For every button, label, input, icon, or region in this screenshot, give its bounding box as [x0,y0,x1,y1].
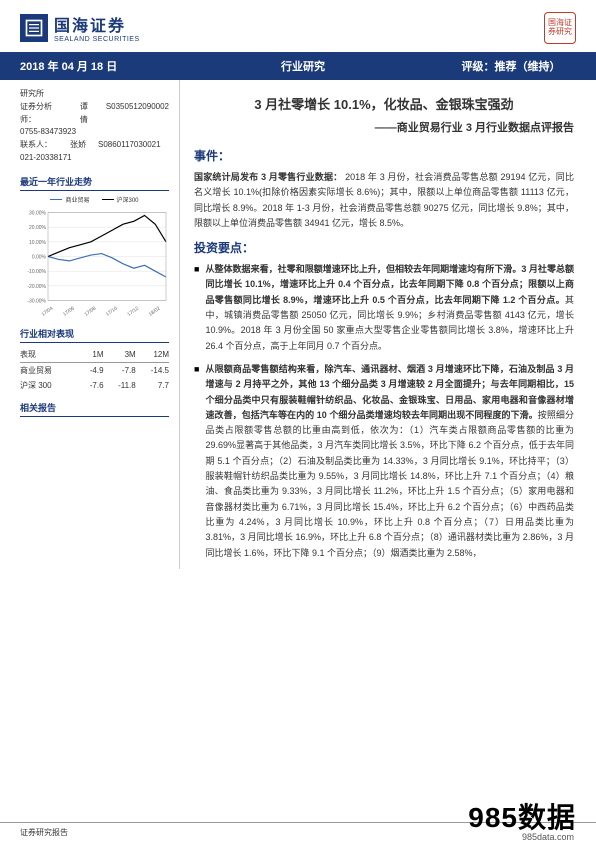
table-header: 表现 [20,347,78,363]
related-section-title: 相关报告 [20,401,169,417]
logo-icon [20,14,48,42]
table-row: 沪深 300-7.6-11.87.7 [20,378,169,393]
contact-code: S0860117030021 [98,139,161,152]
svg-text:10.00%: 10.00% [29,240,47,246]
analyst-name: 谭倩 [80,101,94,127]
svg-text:17/08: 17/08 [83,305,97,317]
event-body: 国家统计局发布 3 月零售行业数据： 2018 年 3 月份，社会消费品零售总额… [194,170,574,231]
table-header: 12M [136,347,169,363]
info-bar: 2018 年 04 月 18 日 行业研究 评级：推荐（维持） [0,52,596,80]
table-cell: -14.5 [136,362,169,378]
table-header: 3M [104,347,136,363]
table-header: 1M [78,347,103,363]
svg-text:17/10: 17/10 [105,305,119,317]
analyst-label: 证券分析师： [20,101,62,127]
table-cell: 沪深 300 [20,378,78,393]
main-content: 3 月社零增长 10.1%，化妆品、金银珠宝强劲 ——商业贸易行业 3 月行业数… [180,80,596,569]
svg-text:-10.00%: -10.00% [27,269,46,275]
contact-name: 张娇 [70,139,86,152]
perf-section-title: 行业相对表现 [20,327,169,343]
footer-left: 证券研究报告 [20,827,68,838]
report-date: 2018 年 04 月 18 日 [0,58,180,74]
event-lead: 国家统计局发布 3 月零售行业数据： [194,172,342,182]
bullet-bold: 从整体数据来看，社零和限额增速环比上升，但相较去年同期增速均有所下滑。3 月社零… [205,264,574,305]
legend-label: 商业贸易 [65,195,89,204]
table-cell: -11.8 [104,378,136,393]
legend-item: 沪深300 [102,195,139,204]
logo-block: 国海证券 SEALAND SECURITIES [20,12,140,43]
legend-swatch [50,199,62,201]
bullet-item: ■从整体数据来看，社零和限额增速环比上升，但相较去年同期增速均有所下滑。3 月社… [194,262,574,354]
table-cell: -4.9 [78,362,103,378]
analyst-code: S0350512090002 [106,101,169,127]
title-sub: ——商业贸易行业 3 月行业数据点评报告 [194,119,574,135]
contact-block: 研究所 证券分析师： 谭倩 S0350512090002 0755-834739… [20,88,169,165]
svg-text:17/06: 17/06 [62,305,76,317]
points-title: 投资要点： [194,239,574,256]
chart-section-title: 最近一年行业走势 [20,175,169,191]
brand-name-cn: 国海证券 [54,12,140,36]
svg-text:17/04: 17/04 [41,305,55,317]
header: 国海证券 SEALAND SECURITIES 国海证券研究 [0,0,596,52]
table-cell: -7.6 [78,378,103,393]
trend-chart: -30.00% -20.00% -10.00% 0.00% 10.00% 20.00% 30… [20,206,170,321]
performance-table: 表现1M3M12M商业贸易-4.9-7.8-14.5沪深 300-7.6-11.… [20,347,169,393]
brand-name-en: SEALAND SECURITIES [54,36,140,43]
svg-text:0.00%: 0.00% [32,254,47,260]
report-type: 行业研究 [180,58,426,74]
bullet-text: 从限额商品零售额结构来看，除汽车、通讯器材、烟酒 3 月增速环比下降，石油及制品… [205,362,574,561]
bullet-marker-icon: ■ [194,264,199,354]
legend-label: 沪深300 [117,195,139,204]
title-main: 3 月社零增长 10.1%，化妆品、金银珠宝强劲 [194,94,574,113]
event-title: 事件： [194,147,574,164]
svg-text:-30.00%: -30.00% [27,298,46,304]
svg-text:30.00%: 30.00% [29,210,47,216]
seal-icon: 国海证券研究 [544,12,576,44]
table-cell: 7.7 [136,378,169,393]
bullet-bold: 从限额商品零售额结构来看，除汽车、通讯器材、烟酒 3 月增速环比下降，石油及制品… [205,364,574,420]
sidebar: 研究所 证券分析师： 谭倩 S0350512090002 0755-834739… [0,80,180,569]
legend-swatch [102,199,114,201]
watermark-sub: 985data.com [522,832,574,842]
bullets-container: ■从整体数据来看，社零和限额增速环比上升，但相较去年同期增速均有所下滑。3 月社… [194,262,574,561]
svg-text:20.00%: 20.00% [29,225,47,231]
rating: 评级：推荐（维持） [426,58,596,74]
bullet-text: 从整体数据来看，社零和限额增速环比上升，但相较去年同期增速均有所下滑。3 月社零… [205,262,574,354]
chart-svg: -30.00% -20.00% -10.00% 0.00% 10.00% 20.00% 30… [20,206,170,321]
table-cell: 商业贸易 [20,362,78,378]
table-row: 商业贸易-4.9-7.8-14.5 [20,362,169,378]
legend-item: 商业贸易 [50,195,89,204]
bullet-rest: 按照细分品类占限额零售总额的比重由高到低，依次为：（1）汽车类占限额商品零售额的… [205,410,574,558]
svg-text:-20.00%: -20.00% [27,284,46,290]
phone2: 021-20338171 [20,152,169,165]
svg-text:18/02: 18/02 [148,305,162,317]
contact-label: 联系人： [20,139,52,152]
svg-text:17/12: 17/12 [126,305,140,317]
table-cell: -7.8 [104,362,136,378]
bullet-marker-icon: ■ [194,364,199,561]
phone1: 0755-83473923 [20,126,169,139]
dept: 研究所 [20,88,169,101]
chart-legend: 商业贸易 沪深300 [20,195,169,204]
bullet-item: ■从限额商品零售额结构来看，除汽车、通讯器材、烟酒 3 月增速环比下降，石油及制… [194,362,574,561]
watermark: 985数据 [468,796,576,836]
